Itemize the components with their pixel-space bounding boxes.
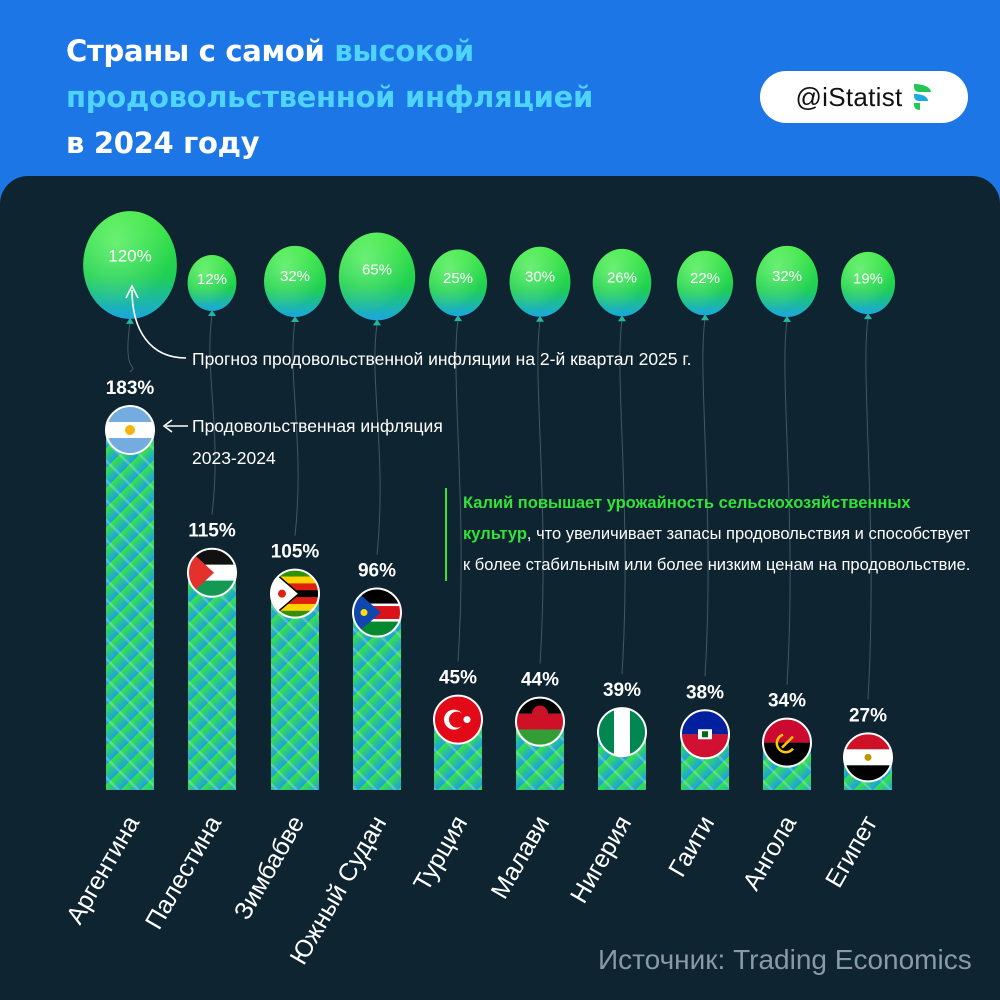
balloon-value-label: 26% xyxy=(607,270,637,287)
balloon-highlight xyxy=(187,254,237,312)
category-label: Ангола xyxy=(737,811,802,895)
argentina-flag-icon xyxy=(105,405,155,455)
bar-value-label: 39% xyxy=(603,680,641,701)
page-title: Страны с самой высокой продовольственной… xyxy=(66,28,686,166)
south-sudan-flag-icon xyxy=(352,587,402,638)
bar xyxy=(271,569,319,790)
bar-value-label: 45% xyxy=(439,668,477,689)
balloon-highlight xyxy=(83,211,177,319)
balloon-string xyxy=(209,314,216,515)
leaf-logo-icon xyxy=(913,84,931,110)
title-highlight: высокой продовольственной инфляцией xyxy=(66,34,594,114)
balloon-knot xyxy=(208,310,216,317)
balloon-string xyxy=(784,320,791,685)
forecast-arrowhead xyxy=(125,284,139,299)
balloon-value-label: 32% xyxy=(280,268,310,285)
malawi-flag-icon xyxy=(515,696,565,747)
category-label: Египет xyxy=(820,811,883,893)
bar-value-label: 96% xyxy=(358,561,396,582)
category-label: Зимбабве xyxy=(229,811,311,924)
balloon-highlight xyxy=(756,245,818,318)
balloon-value-label: 32% xyxy=(772,268,802,285)
balloon-value-label: 65% xyxy=(362,262,392,279)
turkey-flag-icon xyxy=(433,694,483,745)
chart-panel xyxy=(0,176,1000,1000)
source-text: Источник: Trading Economics xyxy=(598,944,972,975)
balloon-knot xyxy=(783,316,791,323)
actual-annotation: Продовольственная инфляция 2023-2024 xyxy=(192,410,443,474)
brand-name: @iStatist xyxy=(795,81,903,112)
balloon-highlight xyxy=(338,232,416,321)
balloon-value-label: 19% xyxy=(853,270,883,287)
balloon-knot xyxy=(291,316,299,323)
bar-value-label: 183% xyxy=(106,378,155,399)
balloon-value-label: 25% xyxy=(443,270,473,287)
bar-value-label: 115% xyxy=(188,521,236,542)
balloon-string xyxy=(619,320,626,675)
annotation-arrows xyxy=(125,284,188,433)
title-part1: Страны с самой xyxy=(66,34,335,68)
category-label: Палестина xyxy=(140,811,227,934)
forecast-arrow xyxy=(131,289,187,359)
balloon-knot xyxy=(536,315,544,322)
bar-series: 183% Аргентина 115% Палестина 105% Зимбабве 96… xyxy=(61,378,893,969)
bar-value-label: 44% xyxy=(521,670,559,691)
balloon-knot xyxy=(454,315,462,322)
balloon-string xyxy=(374,324,381,555)
balloon-knot xyxy=(701,314,709,321)
egypt-flag-icon xyxy=(843,732,893,783)
balloon-string xyxy=(702,319,709,677)
balloon-knot xyxy=(126,317,134,324)
potassium-note: Калий повышает урожайность сельскохозяйс… xyxy=(445,488,973,581)
balloon-string xyxy=(865,318,872,700)
actual-annotation-line1: Продовольственная инфляция xyxy=(192,416,443,436)
balloon-string xyxy=(127,322,134,373)
angola-flag-icon xyxy=(762,717,812,768)
zimbabwe-flag-icon xyxy=(270,568,320,619)
balloon-highlight xyxy=(429,249,487,317)
actual-annotation-line2: 2023-2024 xyxy=(192,448,276,468)
balloon-strings xyxy=(127,314,872,700)
balloon-string xyxy=(537,320,544,664)
actual-arrowhead xyxy=(162,419,173,433)
category-label: Гаити xyxy=(663,811,720,882)
category-label: Турция xyxy=(408,811,473,896)
balloon-string xyxy=(292,320,299,536)
balloon-value-label: 12% xyxy=(197,271,227,288)
bar-value-label: 38% xyxy=(686,682,724,703)
palestine-flag-icon xyxy=(187,547,237,598)
bar-value-label: 34% xyxy=(768,691,806,712)
balloon-highlight xyxy=(509,246,571,317)
bar xyxy=(106,406,154,790)
balloon-highlight xyxy=(592,248,652,317)
title-part2: в 2024 году xyxy=(66,126,260,160)
balloon-string xyxy=(455,320,462,662)
bar-value-label: 105% xyxy=(271,542,320,563)
balloon-highlight xyxy=(840,251,896,315)
balloon-value-label: 120% xyxy=(108,246,151,265)
balloon-knot xyxy=(373,319,381,326)
balloon-series: 120% 12% 32% 65% 25% 30% 26% 22% 32% 19% xyxy=(83,211,896,326)
forecast-annotation: Прогноз продовольственной инфляции на 2-… xyxy=(192,349,692,369)
bar xyxy=(353,588,401,790)
brand-badge[interactable]: @iStatist xyxy=(760,71,968,123)
balloon-highlight xyxy=(264,245,326,318)
note-text: , что увеличивает запасы продовольствия … xyxy=(463,525,971,574)
balloon-knot xyxy=(618,315,626,322)
note-highlight: Калий повышает урожайность сельскохозяйс… xyxy=(463,494,911,543)
balloon-highlight xyxy=(676,250,734,316)
balloon-value-label: 22% xyxy=(690,270,720,287)
haiti-flag-icon xyxy=(680,709,730,760)
category-label: Нигерия xyxy=(565,811,637,908)
bar xyxy=(188,548,237,790)
nigeria-flag-icon xyxy=(597,707,647,758)
category-label: Малави xyxy=(486,811,556,904)
category-label: Аргентина xyxy=(61,811,145,929)
bar-value-label: 27% xyxy=(849,705,887,726)
balloon-value-label: 30% xyxy=(525,269,555,286)
balloon-knot xyxy=(864,313,872,320)
